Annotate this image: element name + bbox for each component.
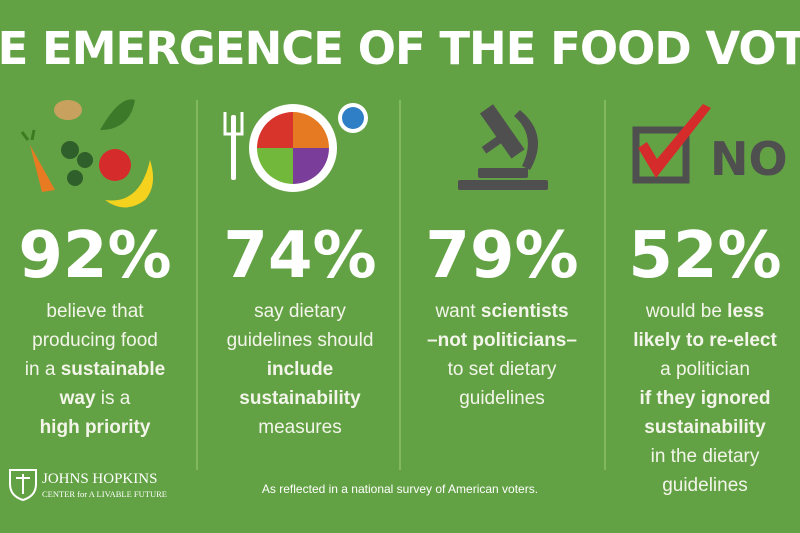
text: would be [645,301,727,322]
logo-name: JOHNS HOPKINS [42,471,157,487]
no-label: NO [710,132,788,186]
stat: 79% [425,219,578,293]
dividers [196,100,606,470]
description-line: guidelines [459,388,545,409]
footnote: As reflected in a national survey of Ame… [262,482,538,496]
title: THE EMERGENCE OF THE FOOD VOTER [0,22,800,75]
description-line: high priority [40,417,151,438]
produce-icon [20,99,154,208]
description-line: believe that [46,301,144,322]
logo: JOHNS HOPKINS CENTER for A LIVABLE FUTUR… [9,469,167,502]
text: want [434,301,480,322]
bold-text: sustainability [239,388,361,409]
description-line: include [267,359,334,380]
description-line: likely to re-elect [633,330,777,351]
stat: 92% [18,219,171,293]
description-line: sustainability [644,417,766,438]
bold-text: likely to re-elect [633,330,777,351]
bold-text: sustainable [61,359,166,380]
bold-text: –not politicians– [427,330,577,351]
description-line: if they ignored [640,388,771,409]
text: believe that [46,301,144,322]
description-line: measures [258,417,341,438]
bold-text: if they ignored [640,388,771,409]
plate-icon [223,103,368,192]
description-line: producing food [32,330,158,351]
description-line: a politician [660,359,750,380]
text: guidelines [662,475,748,496]
checkbox-icon: NO [632,104,788,186]
description-line: say dietary [254,301,346,322]
description-line: would be less [645,301,764,322]
text: a politician [660,359,750,380]
description-line: in a sustainable [25,359,165,380]
stat: 74% [223,219,376,293]
stat: 52% [628,219,781,293]
bold-text: less [727,301,764,322]
bold-text: scientists [481,301,569,322]
microscope-icon [458,104,548,190]
description-line: want scientists [434,301,568,322]
bold-text: include [267,359,334,380]
bold-text: way [59,388,96,409]
description-line: guidelines should [227,330,374,351]
text: guidelines [459,388,545,409]
bold-text: sustainability [644,417,766,438]
description-line: guidelines [662,475,748,496]
description-line: way is a [59,388,131,409]
description-line: in the dietary [651,446,760,467]
description-line: sustainability [239,388,361,409]
text: say dietary [254,301,346,322]
text: in a [25,359,61,380]
logo-subtitle: CENTER for A LIVABLE FUTURE [42,489,167,499]
text: in the dietary [651,446,760,467]
bold-text: high priority [40,417,151,438]
text: producing food [32,330,158,351]
description-line: –not politicians– [427,330,577,351]
text: is a [96,388,131,409]
text: to set dietary [448,359,557,380]
text: guidelines should [227,330,374,351]
description-line: to set dietary [448,359,557,380]
text: measures [258,417,341,438]
